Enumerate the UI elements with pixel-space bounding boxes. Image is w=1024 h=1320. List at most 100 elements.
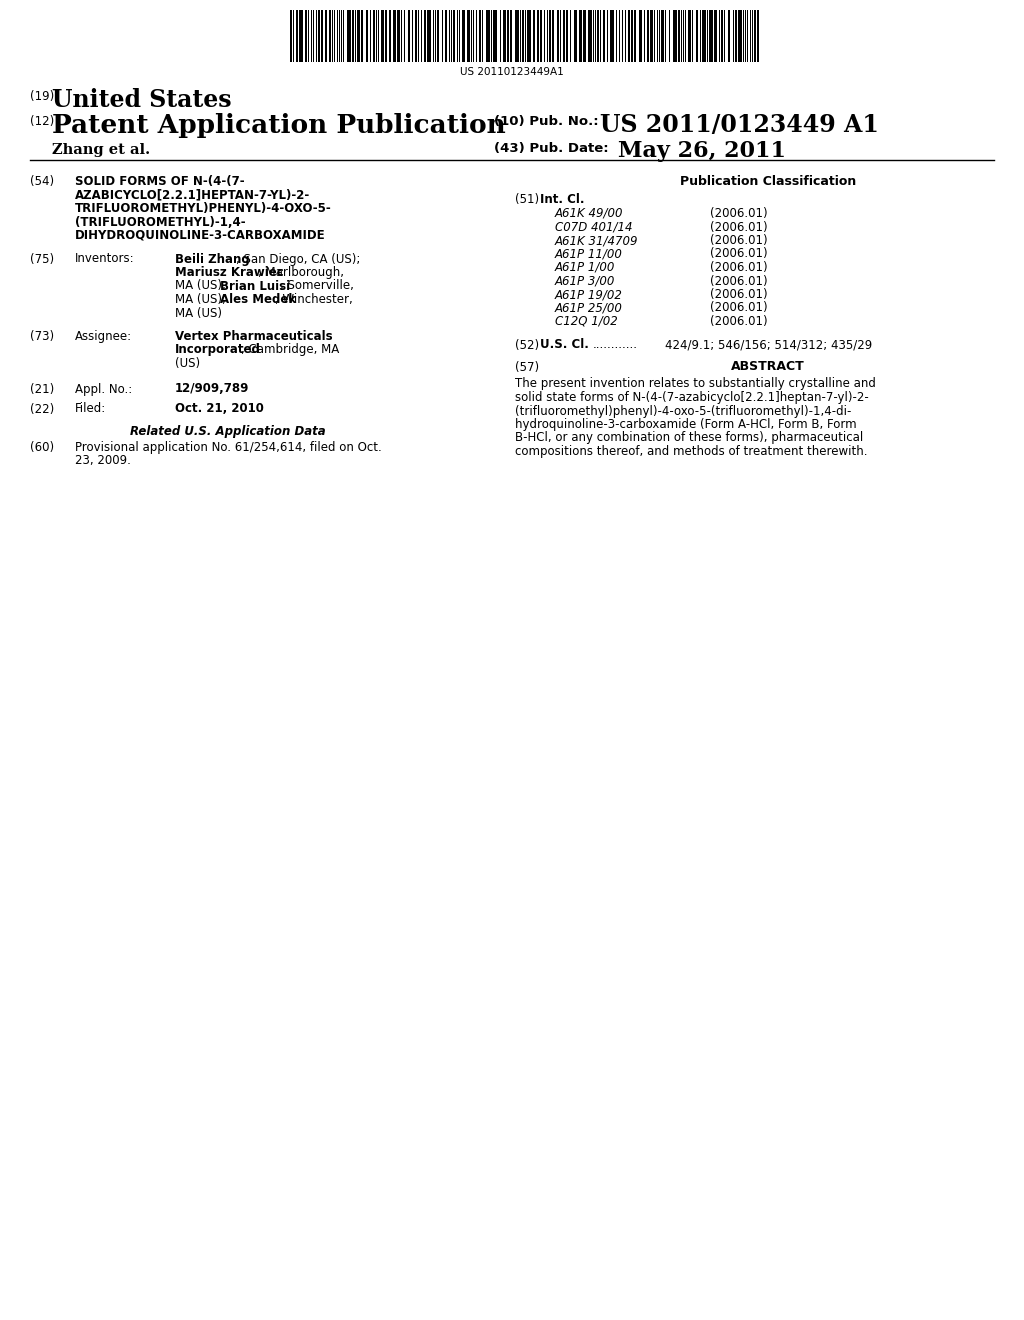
Bar [631, 11, 633, 62]
Bar [588, 11, 592, 62]
Bar [408, 11, 410, 62]
Text: TRIFLUOROMETHYL)PHENYL)-4-OXO-5-: TRIFLUOROMETHYL)PHENYL)-4-OXO-5- [75, 202, 332, 215]
Text: (54): (54) [30, 176, 54, 187]
Bar [566, 11, 568, 62]
Text: DIHYDROQUINOLINE-3-CARBOXAMIDE: DIHYDROQUINOLINE-3-CARBOXAMIDE [75, 228, 326, 242]
Bar [415, 11, 417, 62]
Bar [325, 11, 327, 62]
Bar [437, 11, 439, 62]
Text: (52): (52) [515, 338, 539, 351]
Bar [507, 11, 509, 62]
Text: (12): (12) [30, 115, 54, 128]
Text: A61P 3/00: A61P 3/00 [555, 275, 615, 288]
Text: (US): (US) [175, 356, 200, 370]
Bar [527, 11, 531, 62]
Text: SOLID FORMS OF N-(4-(7-: SOLID FORMS OF N-(4-(7- [75, 176, 245, 187]
Bar [673, 11, 677, 62]
Text: (2006.01): (2006.01) [710, 220, 768, 234]
Text: A61P 19/02: A61P 19/02 [555, 288, 623, 301]
Text: ............: ............ [593, 338, 638, 351]
Text: U.S. Cl.: U.S. Cl. [540, 338, 589, 351]
Text: (TRIFLUOROMETHYL)-1,4-: (TRIFLUOROMETHYL)-1,4- [75, 215, 246, 228]
Text: 424/9.1; 546/156; 514/312; 435/29: 424/9.1; 546/156; 514/312; 435/29 [665, 338, 872, 351]
Bar [424, 11, 426, 62]
Bar [329, 11, 331, 62]
Text: ABSTRACT: ABSTRACT [731, 360, 805, 374]
Bar [321, 11, 323, 62]
Bar [647, 11, 649, 62]
Text: Beili Zhang: Beili Zhang [175, 252, 250, 265]
Text: 12/909,789: 12/909,789 [175, 383, 250, 396]
Bar [557, 11, 559, 62]
Bar [709, 11, 713, 62]
Text: Related U.S. Application Data: Related U.S. Application Data [130, 425, 326, 437]
Text: A61K 31/4709: A61K 31/4709 [555, 234, 639, 247]
Bar [453, 11, 455, 62]
Text: Publication Classification: Publication Classification [680, 176, 856, 187]
Bar [522, 11, 524, 62]
Bar [290, 11, 292, 62]
Bar [515, 11, 519, 62]
Text: Mariusz Krawiec: Mariusz Krawiec [175, 267, 284, 279]
Text: (19): (19) [30, 90, 54, 103]
Bar [610, 11, 614, 62]
Bar [510, 11, 512, 62]
Bar [662, 11, 664, 62]
Text: A61K 49/00: A61K 49/00 [555, 207, 624, 220]
Bar [728, 11, 730, 62]
Bar [735, 11, 737, 62]
Text: (57): (57) [515, 360, 539, 374]
Bar [696, 11, 698, 62]
Bar [603, 11, 605, 62]
Text: A61P 1/00: A61P 1/00 [555, 261, 615, 275]
Text: , Marlborough,: , Marlborough, [257, 267, 343, 279]
Text: A61P 11/00: A61P 11/00 [555, 248, 623, 260]
Text: Vertex Pharmaceuticals: Vertex Pharmaceuticals [175, 330, 333, 343]
Bar [688, 11, 691, 62]
Bar [373, 11, 375, 62]
Text: (51): (51) [515, 193, 539, 206]
Text: (2006.01): (2006.01) [710, 275, 768, 288]
Text: (73): (73) [30, 330, 54, 343]
Text: Zhang et al.: Zhang et al. [52, 143, 151, 157]
Text: Filed:: Filed: [75, 403, 106, 416]
Text: United States: United States [52, 88, 231, 112]
Text: Appl. No.:: Appl. No.: [75, 383, 132, 396]
Text: 23, 2009.: 23, 2009. [75, 454, 131, 467]
Text: The present invention relates to substantially crystalline and: The present invention relates to substan… [515, 378, 876, 391]
Text: (21): (21) [30, 383, 54, 396]
Text: (43) Pub. Date:: (43) Pub. Date: [494, 143, 608, 154]
Text: Assignee:: Assignee: [75, 330, 132, 343]
Text: solid state forms of N-(4-(7-azabicyclo[2.2.1]heptan-7-yl)-2-: solid state forms of N-(4-(7-azabicyclo[… [515, 391, 868, 404]
Bar [479, 11, 481, 62]
Text: C12Q 1/02: C12Q 1/02 [555, 315, 617, 327]
Text: (2006.01): (2006.01) [710, 288, 768, 301]
Text: B-HCl, or any combination of these forms), pharmaceutical: B-HCl, or any combination of these forms… [515, 432, 863, 445]
Bar [702, 11, 706, 62]
Text: C07D 401/14: C07D 401/14 [555, 220, 633, 234]
Text: (2006.01): (2006.01) [710, 207, 768, 220]
Bar [639, 11, 642, 62]
Bar [299, 11, 303, 62]
Bar [503, 11, 506, 62]
Bar [389, 11, 391, 62]
Bar [397, 11, 400, 62]
Bar [296, 11, 298, 62]
Text: AZABICYCLO[2.2.1]HEPTAN-7-YL)-2-: AZABICYCLO[2.2.1]HEPTAN-7-YL)-2- [75, 189, 310, 202]
Text: MA (US);: MA (US); [175, 280, 229, 293]
Bar [757, 11, 759, 62]
Text: Oct. 21, 2010: Oct. 21, 2010 [175, 403, 264, 416]
Bar [721, 11, 723, 62]
Bar [381, 11, 384, 62]
Text: , Cambridge, MA: , Cambridge, MA [241, 343, 339, 356]
Bar [552, 11, 554, 62]
Bar [754, 11, 756, 62]
Text: (10) Pub. No.:: (10) Pub. No.: [494, 115, 599, 128]
Bar [305, 11, 307, 62]
Bar [537, 11, 539, 62]
Text: May 26, 2011: May 26, 2011 [618, 140, 786, 162]
Text: hydroquinoline-3-carboxamide (Form A-HCl, Form B, Form: hydroquinoline-3-carboxamide (Form A-HCl… [515, 418, 857, 432]
Text: (2006.01): (2006.01) [710, 301, 768, 314]
Text: (2006.01): (2006.01) [710, 248, 768, 260]
Text: (trifluoromethyl)phenyl)-4-oxo-5-(trifluoromethyl)-1,4-di-: (trifluoromethyl)phenyl)-4-oxo-5-(triflu… [515, 404, 851, 417]
